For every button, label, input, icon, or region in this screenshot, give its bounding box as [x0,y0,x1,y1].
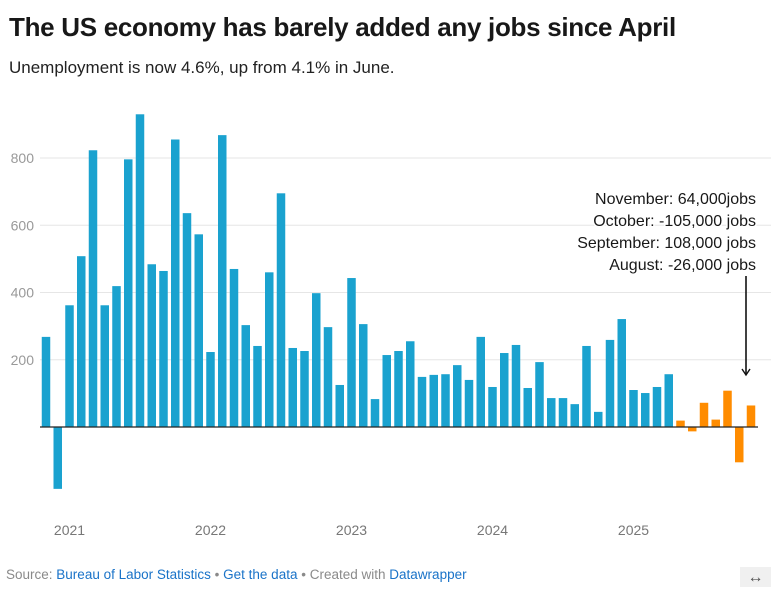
bar-2024-05 [535,362,544,427]
bar-2022-04 [241,325,250,427]
bar-2023-10 [453,365,462,427]
bar-2025-02 [641,393,650,427]
datawrapper-link[interactable]: Datawrapper [389,567,467,582]
bar-2025-09 [723,390,732,427]
bar-2025-10 [735,427,744,463]
get-data-link[interactable]: Get the data [223,567,298,582]
x-tick-label: 2021 [54,522,85,538]
bar-2021-03 [88,150,98,428]
bar-2021-10 [171,139,180,427]
source-link[interactable]: Bureau of Labor Statistics [56,567,211,582]
bar-2023-02 [359,324,368,427]
x-tick-label: 2025 [618,522,649,538]
bar-2023-06 [406,341,415,427]
bar-2021-07 [135,114,145,427]
x-tick-label: 2022 [195,522,226,538]
bar-2024-08 [570,404,579,427]
bar-2025-06 [688,427,697,432]
bar-2021-12 [194,234,203,427]
bar-2024-12 [617,319,626,427]
bar-2022-03 [229,268,239,427]
bar-2023-05 [394,351,403,427]
bar-2023-07 [417,376,427,427]
bar-2025-08 [711,419,720,427]
bar-2022-06 [265,272,274,427]
bar-2024-09 [582,345,591,427]
bar-2022-12 [335,384,344,427]
created-with-label: Created with [309,567,386,582]
y-tick-label: 400 [11,285,35,301]
bar-2024-03 [511,344,521,427]
bar-2024-07 [558,398,568,427]
bar-2023-01 [347,278,356,427]
bar-2022-01 [206,352,215,427]
x-tick-label: 2023 [336,522,367,538]
source-label: Source: [6,567,53,582]
bar-2020-12 [53,427,62,489]
x-tick-label: 2024 [477,522,508,538]
y-tick-label: 600 [11,217,35,233]
bar-2023-04 [382,355,391,427]
bar-2024-11 [605,339,615,427]
bar-chart: 200 400 600 800 2021 2022 2023 2024 2025 November… [11,114,771,538]
bar-2023-12 [476,336,485,427]
bar-2025-05 [676,420,685,427]
bar-2022-07 [276,193,286,427]
bar-2022-08 [288,347,297,427]
bar-2023-08 [429,374,438,427]
separator: • [301,567,306,582]
expand-icon[interactable]: ↔ [740,567,771,587]
bar-2024-01 [488,386,497,427]
bar-2022-09 [300,351,309,427]
bar-2021-06 [124,159,133,427]
bar-2024-06 [547,398,556,427]
bar-2025-07 [699,402,709,427]
bar-2023-09 [441,374,450,427]
bar-2024-04 [523,387,532,427]
annotation-line: August: -26,000 jobs [609,257,756,274]
separator: • [214,567,220,582]
y-tick-label: 200 [11,352,35,368]
annotation-line: September: 108,000 jobs [577,235,756,252]
bar-2021-11 [182,213,192,427]
bar-2024-02 [500,353,509,427]
bar-2021-01 [65,305,74,427]
bar-2020-11 [41,336,51,427]
bar-2021-05 [112,286,121,427]
bar-2021-09 [159,270,168,427]
bar-2024-10 [594,411,603,427]
annotation-line: November: 64,000jobs [595,191,756,208]
bar-2022-10 [312,293,321,427]
bar-2023-03 [370,399,380,427]
bar-2022-05 [253,345,262,427]
arrow-head-icon [741,368,751,377]
chart-subtitle: Unemployment is now 4.6%, up from 4.1% i… [9,58,395,77]
y-tick-label: 800 [11,150,35,166]
bar-2022-11 [323,327,333,427]
bar-2021-02 [77,256,86,427]
bar-2022-02 [218,135,227,427]
bar-2025-03 [652,386,662,427]
footer: Source: Bureau of Labor Statistics • Get… [6,567,467,582]
bar-2023-11 [464,379,474,427]
bar-2025-04 [664,374,673,427]
bar-2025-01 [629,390,638,427]
bar-2021-04 [100,305,109,427]
annotation-line: October: -105,000 jobs [593,213,756,230]
bar-2025-11 [746,405,756,427]
bar-2021-08 [147,264,156,427]
chart-title: The US economy has barely added any jobs… [9,12,676,42]
